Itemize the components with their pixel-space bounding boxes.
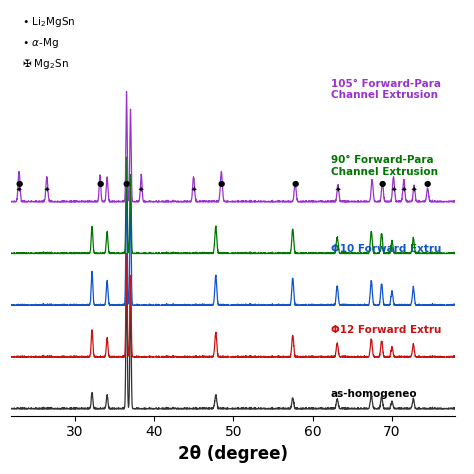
Text: ✦: ✦ [411, 184, 417, 193]
Text: as-homogeneo: as-homogeneo [331, 390, 418, 400]
Text: ✦: ✦ [44, 184, 50, 193]
Text: ✦: ✦ [138, 184, 145, 193]
Text: Φ12 Forward Extru: Φ12 Forward Extru [331, 325, 441, 335]
X-axis label: 2θ (degree): 2θ (degree) [178, 445, 288, 463]
Text: ✦: ✦ [390, 184, 397, 193]
Text: $\bullet$ Li$_2$MgSn
$\bullet$ $\alpha$-Mg
$\maltese$ Mg$_2$Sn: $\bullet$ Li$_2$MgSn $\bullet$ $\alpha$-… [22, 15, 75, 71]
Text: 105° Forward-Para
Channel Extrusion: 105° Forward-Para Channel Extrusion [331, 79, 441, 100]
Text: 90° Forward-Para
Channel Extrusion: 90° Forward-Para Channel Extrusion [331, 155, 438, 177]
Text: ✦: ✦ [16, 184, 22, 193]
Text: ✦: ✦ [335, 184, 341, 193]
Text: ●: ● [123, 179, 130, 188]
Text: ✦: ✦ [401, 184, 407, 193]
Text: Φ10 Forward Extru: Φ10 Forward Extru [331, 244, 441, 254]
Text: ●: ● [424, 179, 431, 188]
Text: ●: ● [292, 179, 299, 188]
Text: ●: ● [16, 179, 23, 188]
Text: ✦: ✦ [191, 184, 197, 193]
Text: ●: ● [218, 179, 225, 188]
Text: ●: ● [379, 179, 386, 188]
Text: ●: ● [96, 179, 104, 188]
